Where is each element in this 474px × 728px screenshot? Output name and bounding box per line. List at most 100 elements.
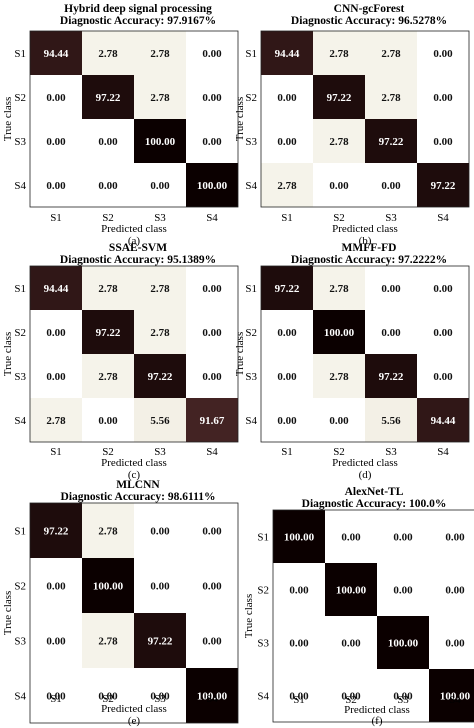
matrix-cell	[30, 613, 82, 668]
cell-value-label: 0.00	[98, 415, 118, 427]
matrix-cell	[186, 31, 238, 75]
matrix-cell	[82, 310, 134, 354]
cell-value-label: 97.22	[148, 371, 173, 383]
cell-value-label: 0.00	[277, 415, 297, 427]
cell-value-label: 0.00	[46, 327, 66, 339]
matrix-cell	[377, 616, 429, 669]
panel-caption: (e)	[128, 715, 141, 727]
x-tick-label: S2	[102, 446, 114, 458]
cell-value-label: 97.22	[96, 92, 121, 104]
matrix-cell	[82, 558, 134, 613]
y-tick-label: S1	[245, 48, 257, 60]
y-tick-label: S2	[14, 92, 26, 104]
matrix-cell	[82, 398, 134, 442]
cell-value-label: 97.22	[148, 636, 173, 648]
y-tick-label: S2	[245, 92, 257, 104]
matrix-cell	[134, 668, 186, 723]
y-tick-label: S4	[257, 691, 269, 703]
cell-value-label: 0.00	[46, 371, 66, 383]
x-tick-label: S1	[293, 694, 305, 706]
x-axis-label: Predicted class	[332, 223, 398, 235]
panel-accuracy-subtitle: Diagnostic Accuracy: 100.0%	[302, 498, 447, 510]
x-tick-label: S4	[449, 694, 461, 706]
matrix-cell	[261, 398, 313, 442]
matrix-cell	[417, 163, 469, 207]
cell-value-label: 0.00	[381, 327, 401, 339]
matrix-cell	[30, 163, 82, 207]
cell-value-label: 0.00	[46, 581, 66, 593]
cell-value-label: 2.78	[329, 371, 349, 383]
cell-value-label: 0.00	[393, 532, 413, 544]
matrix-cell	[30, 668, 82, 723]
matrix-cell	[365, 310, 417, 354]
cell-value-label: 97.22	[96, 327, 121, 339]
cell-value-label: 0.00	[329, 415, 349, 427]
y-tick-label: S1	[245, 283, 257, 295]
cell-value-label: 97.22	[275, 283, 300, 295]
matrix-cell	[30, 354, 82, 398]
matrix-cell	[82, 31, 134, 75]
matrix-cell	[82, 613, 134, 668]
matrix-cell	[30, 75, 82, 119]
cell-value-label: 0.00	[202, 48, 222, 60]
matrix-cell	[365, 398, 417, 442]
y-axis-label: True class	[234, 332, 246, 377]
x-tick-label: S1	[50, 693, 62, 705]
matrix-cell	[186, 119, 238, 163]
cell-value-label: 0.00	[381, 283, 401, 295]
matrix-frame	[260, 265, 470, 443]
cell-value-label: 2.78	[98, 636, 118, 648]
cell-value-label: 0.00	[150, 581, 170, 593]
matrix-cell	[261, 31, 313, 75]
cell-value-label: 91.67	[200, 415, 225, 427]
matrix-cell	[134, 266, 186, 310]
cell-value-label: 0.00	[393, 691, 413, 703]
y-tick-label: S4	[245, 415, 257, 427]
y-tick-label: S4	[14, 415, 26, 427]
cell-value-label: 0.00	[277, 136, 297, 148]
matrix-cell	[82, 668, 134, 723]
matrix-cell	[325, 510, 377, 563]
matrix-cell	[134, 613, 186, 668]
matrix-cell	[82, 503, 134, 558]
matrix-cell	[134, 75, 186, 119]
cell-value-label: 94.44	[431, 415, 456, 427]
cell-value-label: 100.00	[324, 327, 355, 339]
x-tick-label: S1	[281, 212, 293, 224]
matrix-cell	[186, 558, 238, 613]
x-tick-label: S4	[437, 212, 449, 224]
matrix-cell	[186, 613, 238, 668]
cell-value-label: 0.00	[433, 136, 453, 148]
matrix-cell	[325, 563, 377, 616]
panel-accuracy-subtitle: Diagnostic Accuracy: 95.1389%	[60, 254, 216, 266]
matrix-frame	[29, 30, 239, 208]
matrix-cell	[82, 163, 134, 207]
cell-value-label: 0.00	[150, 180, 170, 192]
matrix-cell	[134, 354, 186, 398]
y-tick-label: S3	[14, 636, 26, 648]
matrix-cell	[134, 310, 186, 354]
cell-value-label: 0.00	[433, 92, 453, 104]
panel-caption: (f)	[372, 715, 383, 727]
y-tick-label: S3	[257, 638, 269, 650]
y-tick-label: S1	[14, 283, 26, 295]
panel-title: AlexNet-TL	[345, 486, 404, 498]
matrix-cell	[261, 119, 313, 163]
cell-value-label: 0.00	[277, 371, 297, 383]
cell-value-label: 0.00	[341, 532, 361, 544]
matrix-cell	[186, 310, 238, 354]
matrix-cell	[30, 503, 82, 558]
cell-value-label: 0.00	[202, 371, 222, 383]
x-tick-label: S3	[385, 212, 397, 224]
cell-value-label: 97.22	[431, 180, 456, 192]
y-tick-label: S1	[14, 48, 26, 60]
panel-title: SSAE-SVM	[109, 242, 167, 254]
cell-value-label: 100.00	[440, 691, 471, 703]
x-tick-label: S2	[345, 694, 357, 706]
matrix-cell	[417, 75, 469, 119]
panel-caption: (a)	[128, 235, 141, 247]
cell-value-label: 2.78	[98, 371, 118, 383]
matrix-cell	[417, 354, 469, 398]
x-tick-label: S3	[385, 446, 397, 458]
